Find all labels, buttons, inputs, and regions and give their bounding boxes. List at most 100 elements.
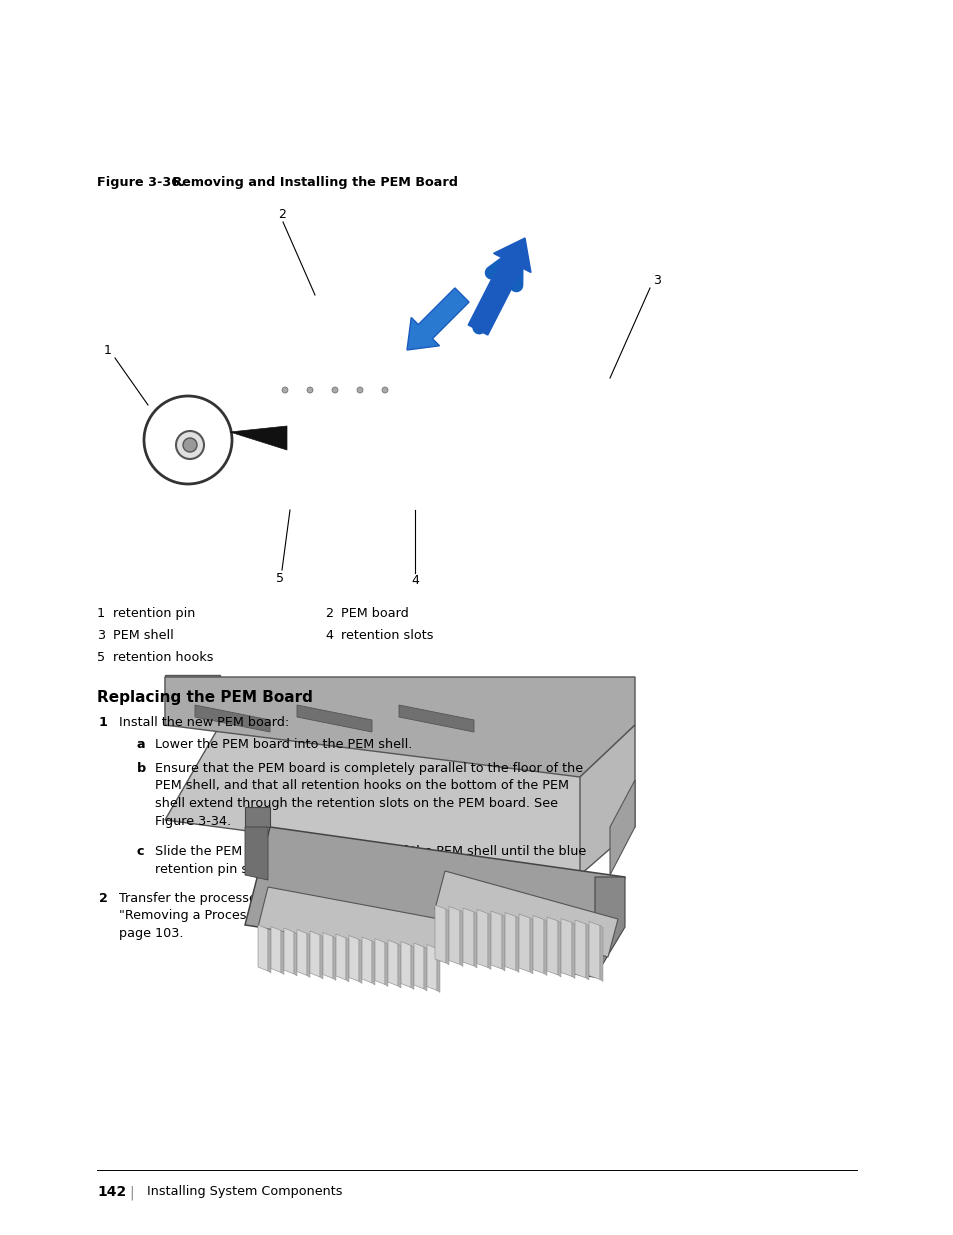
Polygon shape	[257, 887, 450, 961]
Text: 2: 2	[325, 606, 333, 620]
Polygon shape	[501, 915, 504, 971]
Text: 2: 2	[99, 892, 108, 905]
Polygon shape	[358, 940, 361, 983]
Polygon shape	[435, 905, 446, 963]
Polygon shape	[346, 939, 349, 982]
Text: retention pin: retention pin	[112, 606, 195, 620]
Polygon shape	[296, 930, 307, 976]
Polygon shape	[543, 920, 546, 976]
Polygon shape	[560, 919, 572, 977]
Polygon shape	[595, 877, 624, 977]
Text: |: |	[129, 1186, 133, 1199]
Text: Slide the PEM board toward the back of the PEM shell until the blue
retention pi: Slide the PEM board toward the back of t…	[154, 845, 586, 876]
Polygon shape	[599, 925, 602, 982]
Polygon shape	[427, 945, 436, 990]
Polygon shape	[588, 921, 599, 979]
Polygon shape	[546, 918, 558, 974]
Polygon shape	[579, 725, 635, 876]
Polygon shape	[411, 946, 414, 989]
Polygon shape	[165, 677, 635, 777]
FancyArrow shape	[407, 288, 469, 350]
Polygon shape	[516, 916, 518, 972]
Polygon shape	[245, 806, 270, 827]
Polygon shape	[446, 909, 449, 965]
Polygon shape	[398, 705, 474, 732]
Polygon shape	[488, 914, 491, 969]
FancyArrow shape	[468, 238, 531, 335]
Polygon shape	[491, 911, 501, 969]
Polygon shape	[245, 827, 624, 977]
Polygon shape	[271, 926, 281, 972]
Text: 1: 1	[99, 716, 108, 729]
Text: Replacing the PEM Board: Replacing the PEM Board	[97, 690, 313, 705]
Polygon shape	[435, 871, 618, 957]
Polygon shape	[361, 937, 372, 983]
Polygon shape	[609, 781, 635, 876]
Circle shape	[381, 387, 388, 393]
Polygon shape	[257, 925, 268, 971]
Circle shape	[356, 387, 363, 393]
Text: 3: 3	[97, 629, 105, 642]
Text: 5: 5	[97, 651, 105, 664]
Polygon shape	[400, 941, 411, 988]
Text: Installing System Components: Installing System Components	[147, 1186, 342, 1198]
Polygon shape	[194, 705, 270, 732]
Polygon shape	[307, 934, 310, 977]
Polygon shape	[230, 426, 287, 450]
Polygon shape	[245, 827, 268, 881]
Circle shape	[175, 431, 204, 459]
Text: Install the new PEM board:: Install the new PEM board:	[119, 716, 289, 729]
Polygon shape	[585, 924, 588, 981]
Text: 2: 2	[277, 207, 286, 221]
Polygon shape	[372, 941, 375, 986]
Text: 4: 4	[411, 574, 418, 588]
Text: Transfer the processors and heat sinks to the new PEM board. See
"Removing a Pro: Transfer the processors and heat sinks t…	[119, 892, 557, 940]
Polygon shape	[284, 927, 294, 974]
Polygon shape	[558, 921, 560, 977]
Polygon shape	[385, 942, 388, 987]
Polygon shape	[165, 725, 635, 876]
Polygon shape	[388, 940, 397, 986]
Polygon shape	[476, 909, 488, 967]
Text: b: b	[137, 762, 146, 776]
Polygon shape	[281, 930, 284, 974]
Polygon shape	[310, 931, 319, 977]
Polygon shape	[533, 915, 543, 973]
Polygon shape	[423, 947, 427, 990]
Text: c: c	[137, 845, 144, 858]
Circle shape	[183, 438, 196, 452]
Polygon shape	[518, 914, 530, 972]
Text: 142: 142	[97, 1186, 126, 1199]
Text: 1: 1	[104, 343, 112, 357]
Polygon shape	[268, 929, 271, 973]
Text: retention hooks: retention hooks	[112, 651, 213, 664]
Text: 3: 3	[653, 274, 660, 288]
Polygon shape	[572, 923, 575, 978]
Polygon shape	[414, 944, 423, 989]
Polygon shape	[319, 935, 323, 979]
Circle shape	[144, 396, 232, 484]
Polygon shape	[436, 948, 439, 993]
Polygon shape	[333, 936, 335, 981]
Text: a: a	[137, 739, 146, 751]
Circle shape	[332, 387, 337, 393]
Text: Figure 3-36.: Figure 3-36.	[97, 177, 185, 189]
Text: Ensure that the PEM board is completely parallel to the floor of the
PEM shell, : Ensure that the PEM board is completely …	[154, 762, 582, 827]
Text: Removing and Installing the PEM Board: Removing and Installing the PEM Board	[159, 177, 457, 189]
Polygon shape	[575, 920, 585, 978]
Text: retention slots: retention slots	[340, 629, 433, 642]
Text: 1: 1	[97, 606, 105, 620]
Text: 4: 4	[325, 629, 333, 642]
Polygon shape	[165, 676, 220, 725]
Circle shape	[282, 387, 288, 393]
Text: PEM board: PEM board	[340, 606, 408, 620]
Text: 5: 5	[275, 572, 284, 584]
Polygon shape	[294, 932, 296, 976]
Polygon shape	[459, 910, 462, 967]
Polygon shape	[474, 911, 476, 968]
Polygon shape	[530, 918, 533, 974]
Circle shape	[307, 387, 313, 393]
Polygon shape	[349, 935, 358, 982]
Polygon shape	[323, 932, 333, 978]
Polygon shape	[296, 705, 372, 732]
